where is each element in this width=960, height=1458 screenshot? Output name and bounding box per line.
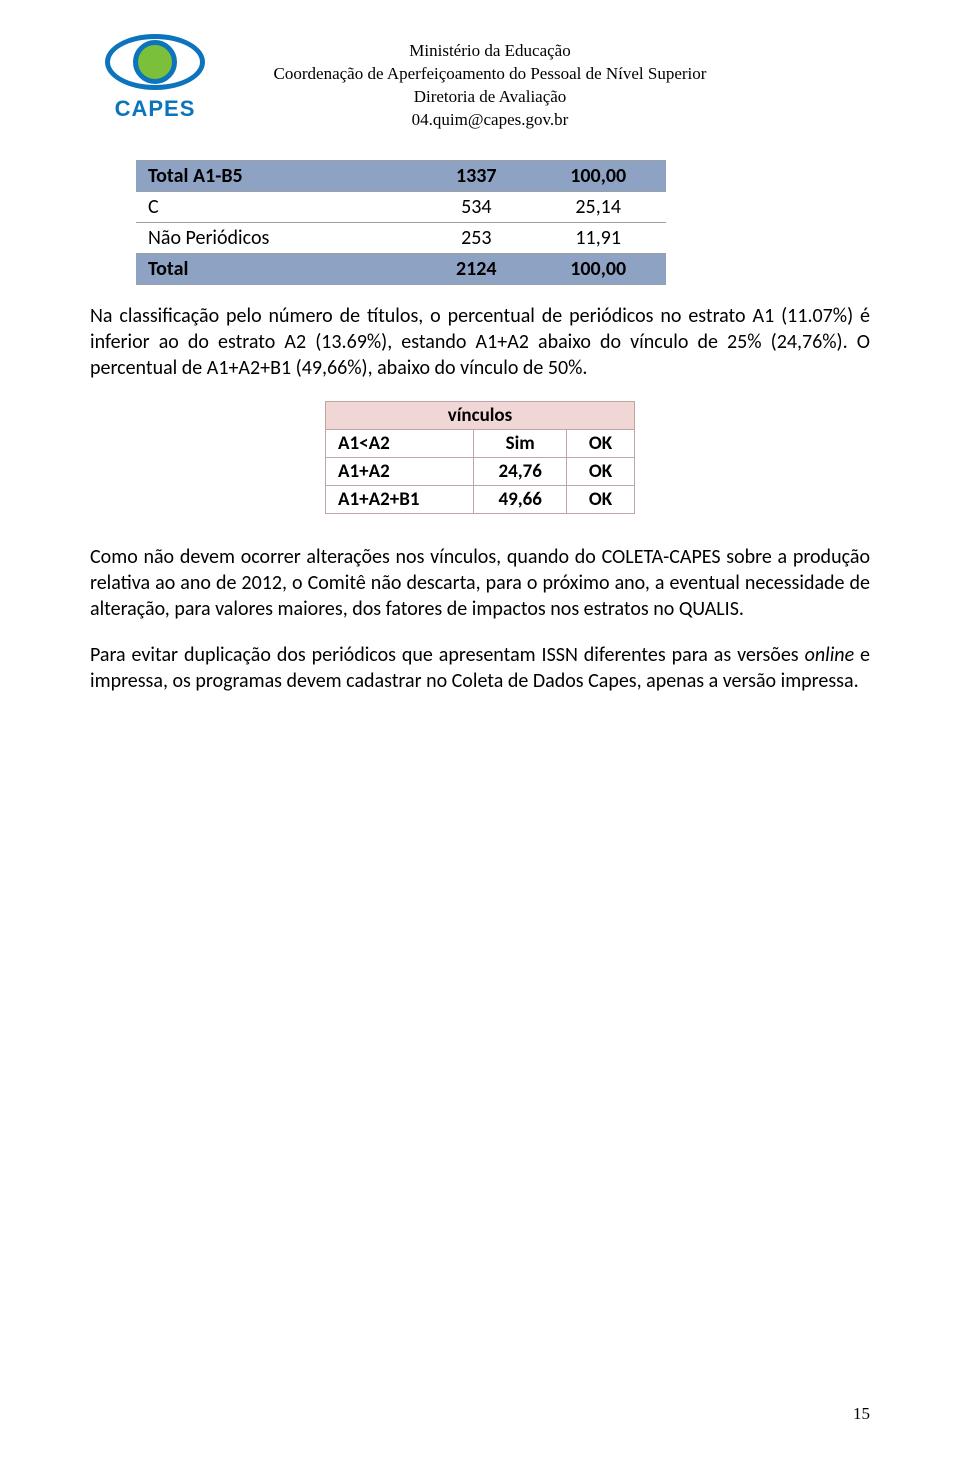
cell-status: OK — [567, 429, 635, 457]
para3-italic-online: online — [805, 643, 855, 667]
header-line-3: Diretoria de Avaliação — [240, 86, 740, 109]
cell-label: A1+A2+B1 — [326, 485, 474, 513]
header-line-1: Ministério da Educação — [240, 40, 740, 63]
table-row: A1<A2 Sim OK — [326, 429, 635, 457]
page-number: 15 — [853, 1404, 870, 1424]
table-row: A1+A2+B1 49,66 OK — [326, 485, 635, 513]
table-row: A1+A2 24,76 OK — [326, 457, 635, 485]
table-row: Total A1-B5 1337 100,00 — [136, 160, 666, 191]
paragraph-alteracoes: Como não devem ocorrer alterações nos ví… — [90, 544, 870, 622]
capes-logo-text: CAPES — [115, 96, 196, 122]
cell-value: 24,76 — [474, 457, 567, 485]
header-line-4: 04.quim@capes.gov.br — [240, 109, 740, 132]
cell-percent: 100,00 — [530, 253, 666, 284]
header-line-2: Coordenação de Aperfeiçoamento do Pessoa… — [240, 63, 740, 86]
summary-table: Total A1-B5 1337 100,00 C 534 25,14 Não … — [136, 160, 666, 285]
cell-label: Total A1-B5 — [136, 160, 422, 191]
cell-label: C — [136, 191, 422, 222]
cell-percent: 25,14 — [530, 191, 666, 222]
table-row: Não Periódicos 253 11,91 — [136, 222, 666, 253]
cell-count: 2124 — [422, 253, 530, 284]
cell-status: OK — [567, 457, 635, 485]
cell-percent: 11,91 — [530, 222, 666, 253]
cell-status: OK — [567, 485, 635, 513]
cell-count: 534 — [422, 191, 530, 222]
para3-part-a: Para evitar duplicação dos periódicos qu… — [90, 643, 805, 667]
table-header-row: vínculos — [326, 401, 635, 429]
cell-value: 49,66 — [474, 485, 567, 513]
header-text-block: Ministério da Educação Coordenação de Ap… — [240, 40, 870, 132]
cell-count: 253 — [422, 222, 530, 253]
paragraph-duplicacao: Para evitar duplicação dos periódicos qu… — [90, 642, 870, 694]
table-row: C 534 25,14 — [136, 191, 666, 222]
cell-label: A1+A2 — [326, 457, 474, 485]
cell-value: Sim — [474, 429, 567, 457]
cell-percent: 100,00 — [530, 160, 666, 191]
table-row: Total 2124 100,00 — [136, 253, 666, 284]
capes-logo: CAPES — [90, 34, 220, 122]
capes-eye-icon — [105, 34, 205, 90]
page-header: CAPES Ministério da Educação Coordenação… — [90, 40, 870, 132]
vinculos-title: vínculos — [326, 401, 635, 429]
cell-label: Total — [136, 253, 422, 284]
cell-count: 1337 — [422, 160, 530, 191]
cell-label: Não Periódicos — [136, 222, 422, 253]
vinculos-table: vínculos A1<A2 Sim OK A1+A2 24,76 OK A1+… — [325, 401, 635, 514]
cell-label: A1<A2 — [326, 429, 474, 457]
paragraph-classification: Na classificação pelo número de títulos,… — [90, 303, 870, 381]
